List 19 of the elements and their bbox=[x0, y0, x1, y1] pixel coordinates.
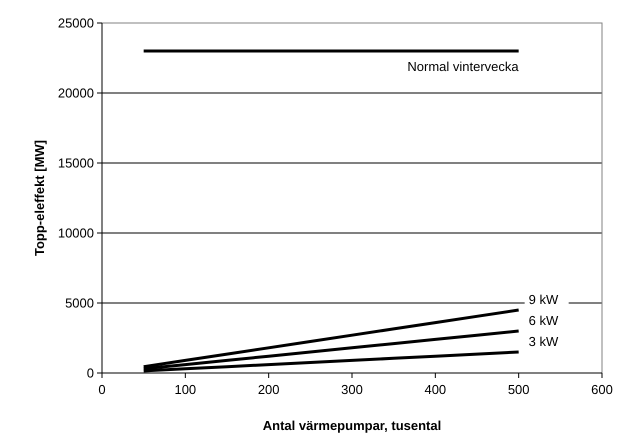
x-tick-label: 600 bbox=[591, 382, 613, 397]
x-tick-label: 0 bbox=[98, 382, 106, 397]
x-tick-label: 200 bbox=[258, 382, 280, 397]
x-tick-label: 500 bbox=[508, 382, 530, 397]
y-axis-title: Topp-eleffekt [MW] bbox=[32, 140, 47, 256]
y-tick-label: 25000 bbox=[58, 16, 94, 31]
series-label: Normal vintervecka bbox=[407, 59, 520, 74]
y-tick-label: 15000 bbox=[58, 156, 94, 171]
y-tick-label: 20000 bbox=[58, 86, 94, 101]
series-label: 3 kW bbox=[528, 334, 560, 349]
x-tick-label: 400 bbox=[424, 382, 446, 397]
y-tick-label: 10000 bbox=[58, 226, 94, 241]
x-tick-label: 100 bbox=[174, 382, 196, 397]
x-axis-title: Antal värmepumpar, tusental bbox=[262, 418, 442, 433]
series-label: 9 kW bbox=[528, 292, 560, 307]
y-tick-label: 0 bbox=[86, 366, 94, 381]
x-tick-label: 300 bbox=[341, 382, 363, 397]
series-label: 6 kW bbox=[528, 313, 560, 328]
y-tick-label: 5000 bbox=[65, 296, 94, 311]
